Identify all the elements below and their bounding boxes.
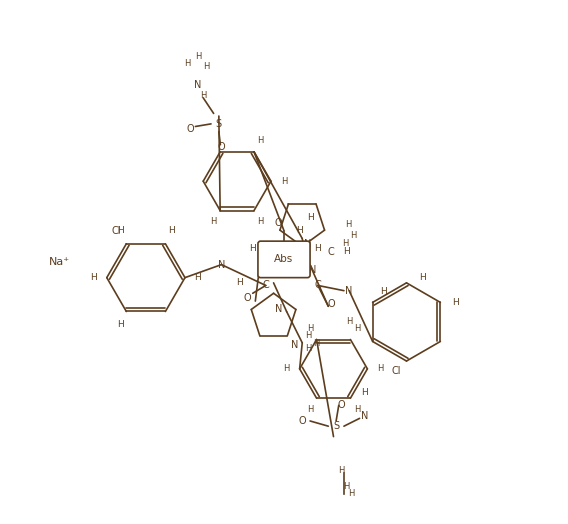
Text: H: H [305,331,311,340]
Text: O: O [337,400,345,410]
Text: N: N [309,265,316,275]
Text: C: C [262,280,269,290]
Text: H: H [116,226,123,235]
Text: S: S [216,119,222,129]
Text: Cl: Cl [111,226,120,236]
Text: H: H [354,324,360,333]
Text: O: O [244,293,251,303]
Text: N: N [275,304,282,314]
Text: H: H [345,221,351,230]
Text: H: H [283,364,290,374]
Text: H: H [346,318,352,326]
Text: N: N [361,411,369,421]
Text: H: H [200,91,206,100]
Text: H: H [453,298,460,307]
Text: H: H [116,320,123,329]
Text: H: H [249,245,256,254]
Text: H: H [185,59,191,69]
Text: H: H [203,62,209,71]
Text: H: H [168,226,175,235]
Text: N: N [218,259,225,270]
Text: H: H [257,217,264,226]
Text: H: H [236,278,243,287]
Text: H: H [257,136,264,145]
Text: Cl: Cl [391,366,401,376]
Text: C: C [328,247,335,257]
Text: O: O [327,299,335,309]
Text: H: H [349,489,355,498]
Text: H: H [307,213,314,222]
Text: H: H [313,339,319,348]
Text: Na⁺: Na⁺ [49,257,70,267]
Text: S: S [333,421,339,431]
Text: N: N [194,80,202,90]
Text: H: H [377,364,383,374]
Text: H: H [344,482,350,490]
Text: H: H [379,288,386,297]
Text: H: H [361,388,368,397]
Text: H: H [350,231,356,240]
Text: N: N [345,286,353,296]
Text: O: O [275,218,283,228]
Text: H: H [343,247,350,256]
Text: O: O [298,416,306,426]
Text: H: H [296,226,303,235]
Text: Abs: Abs [274,254,294,265]
Text: H: H [342,239,349,248]
Text: O: O [218,143,225,152]
Text: H: H [281,177,287,185]
Text: H: H [195,273,202,282]
Text: N: N [291,341,298,351]
Text: N: N [304,239,311,249]
FancyBboxPatch shape [258,241,310,278]
Text: C: C [315,280,321,290]
Text: H: H [338,466,345,475]
Text: O: O [186,124,194,134]
Text: H: H [195,52,201,61]
Text: H: H [307,324,313,333]
Text: H: H [315,245,321,254]
Text: H: H [419,273,425,282]
Text: H: H [307,405,313,414]
Text: H: H [90,273,97,282]
Text: H: H [305,344,311,353]
Text: H: H [211,217,217,226]
Text: H: H [354,405,360,414]
